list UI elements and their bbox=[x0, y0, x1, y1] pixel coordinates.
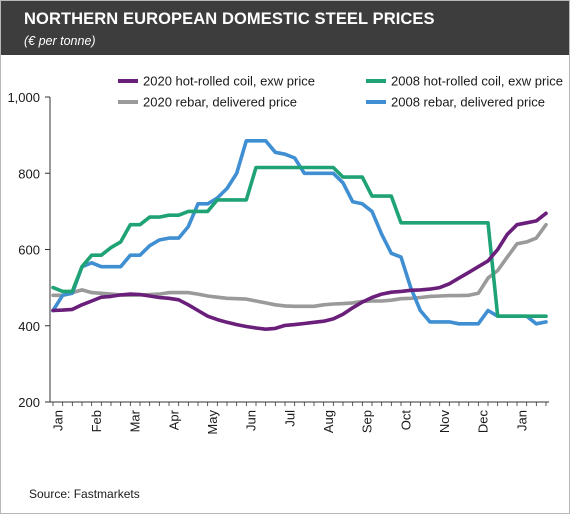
x-tick-label: May bbox=[205, 410, 220, 435]
series-line bbox=[51, 165, 548, 319]
legend: 2020 hot-rolled coil, exw price 2020 reba… bbox=[118, 74, 563, 110]
source-note: Source: Fastmarkets bbox=[29, 487, 140, 501]
y-tick-label: 200 bbox=[18, 395, 40, 410]
x-tick-label: Nov bbox=[437, 410, 452, 434]
chart-header: NORTHERN EUROPEAN DOMESTIC STEEL PRICES … bbox=[1, 1, 569, 55]
y-tick-label: 600 bbox=[18, 243, 40, 258]
legend-label: 2008 rebar, delivered price bbox=[391, 95, 545, 110]
x-tick-label: Jun bbox=[244, 410, 259, 431]
x-tick-label: Dec bbox=[476, 410, 491, 434]
legend-label: 2008 hot-rolled coil, exw price bbox=[391, 74, 563, 89]
legend-label: 2020 hot-rolled coil, exw price bbox=[143, 74, 315, 89]
axes: 200 400 600 800 1,000 Jan Feb Mar Apr May Jun Jul Au… bbox=[7, 90, 549, 435]
series-line bbox=[51, 211, 548, 332]
x-tick-label: Apr bbox=[166, 409, 181, 430]
series-layer bbox=[51, 139, 548, 332]
x-tick-label: Mar bbox=[128, 409, 143, 432]
y-tick-label: 1,000 bbox=[7, 90, 40, 105]
series-line bbox=[51, 139, 548, 326]
legend-label: 2020 rebar, delivered price bbox=[143, 95, 297, 110]
x-tick-label: Sep bbox=[360, 410, 375, 433]
x-tick-label: Jan bbox=[50, 410, 65, 431]
y-tick-label: 800 bbox=[18, 166, 40, 181]
chart-title: NORTHERN EUROPEAN DOMESTIC STEEL PRICES bbox=[24, 10, 435, 28]
x-tick-label: Feb bbox=[89, 410, 104, 432]
x-tick-label: Jan bbox=[514, 410, 529, 431]
x-tick-label: Oct bbox=[398, 410, 413, 431]
chart-subtitle: (€ per tonne) bbox=[24, 34, 96, 48]
x-tick-label: Jul bbox=[282, 410, 297, 427]
y-tick-label: 400 bbox=[18, 319, 40, 334]
x-tick-label: Aug bbox=[321, 410, 336, 433]
